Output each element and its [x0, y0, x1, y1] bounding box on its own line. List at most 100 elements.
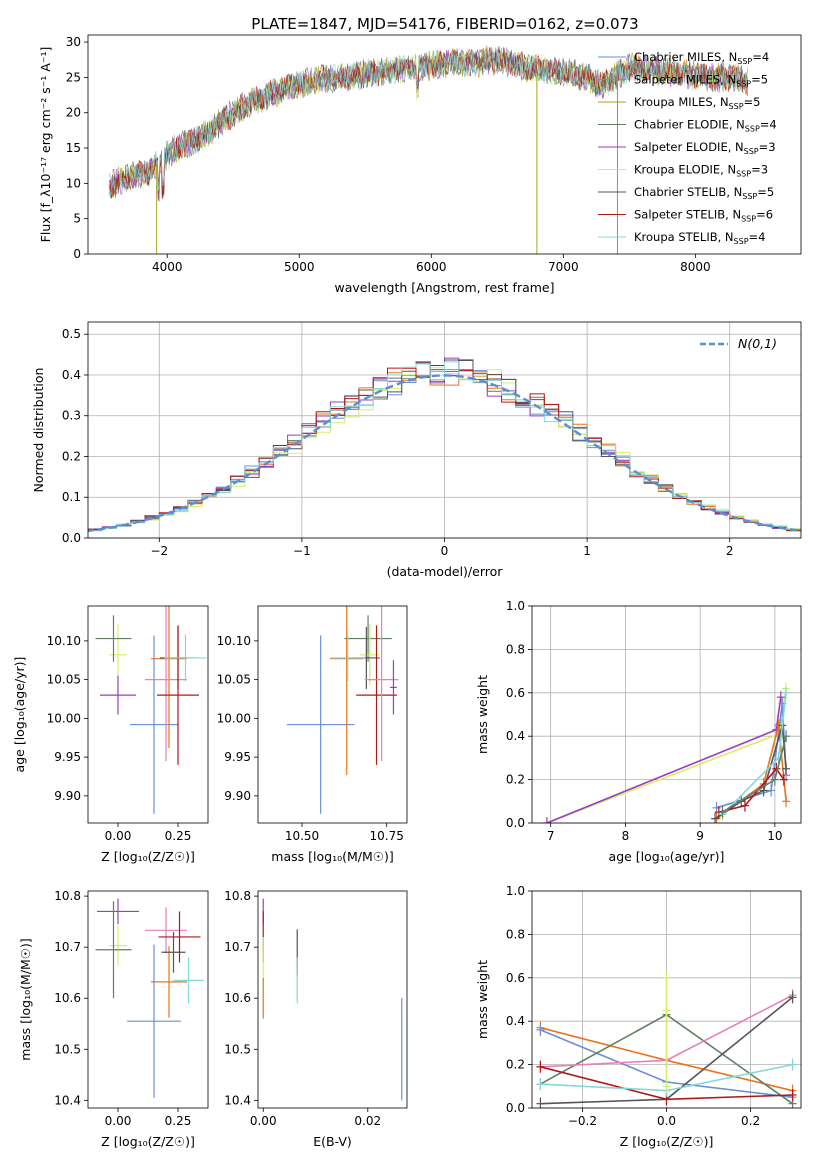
- x-tick-label: 1: [583, 544, 591, 558]
- axes-frame: [531, 890, 802, 1109]
- y-tick-label: 10.05: [47, 673, 81, 687]
- gaussian-curve: [88, 374, 801, 533]
- age_vs_Z-panel: 0.00 0.25 9.90 9.95 10.00 10.05 10.10 Z [log₁₀(…: [12, 605, 209, 864]
- legend-label-salpeter_miles: Salpeter MILES, NSSP=5: [634, 73, 768, 89]
- x-axis-label: E(B-V): [313, 1134, 352, 1149]
- legend-label-kroupa_stelib: Kroupa STELIB, NSSP=4: [634, 230, 765, 246]
- y-tick-label: 10.00: [47, 711, 81, 725]
- x-tick-label: 0: [441, 544, 449, 558]
- spectrum-panel: 4000 5000 6000 7000 8000 0 5 10 15 20 25 30 waveleng…: [38, 34, 802, 295]
- plot-area: [108, 45, 748, 254]
- y-tick-label: 10.6: [224, 991, 251, 1005]
- x-tick-label: 6000: [416, 260, 447, 274]
- x-axis-label: Z [log₁₀(Z/Z☉)]: [620, 1134, 714, 1149]
- x-tick-label: 7: [547, 829, 555, 843]
- grid-lines: [88, 322, 801, 539]
- x-tick-label: 0.25: [165, 1114, 192, 1128]
- legend-label-chabrier_elodie: Chabrier ELODIE, NSSP=4: [634, 118, 777, 134]
- residual_hist-panel: −2 −1 0 1 2 0.0 0.1 0.2 0.3 0.4 0.5 (data-model)/er…: [31, 321, 802, 579]
- y-tick-label: 9.90: [224, 789, 251, 803]
- mass_weight_vs_Z-panel: −0.2 0.0 0.2 0.0 0.2 0.4 0.6 0.8 1.0 Z [log₁₀(Z/Z…: [475, 884, 802, 1149]
- y-tick-label: 10.05: [217, 673, 251, 687]
- x-tick-label: 9: [696, 829, 704, 843]
- x-tick-label: −1: [293, 544, 311, 558]
- axes-frame: [257, 890, 408, 1109]
- x-tick-label: 7000: [548, 260, 579, 274]
- y-tick-label: 0.2: [506, 1058, 525, 1072]
- y-tick-label: 0.1: [62, 490, 81, 504]
- x-tick-label: 0.0: [657, 1114, 676, 1128]
- age_vs_mass-panel: 10.50 10.75 9.90 9.95 10.00 10.05 10.10 mass [l…: [217, 605, 408, 864]
- x-tick-label: 4000: [152, 260, 183, 274]
- y-tick-label: 0.6: [506, 686, 525, 700]
- y-tick-label: 0.6: [506, 971, 525, 985]
- y-tick-label: 10.4: [224, 1093, 251, 1107]
- x-tick-label: 8000: [680, 260, 711, 274]
- mass_weight_vs_age-panel: 7 8 9 10 0.0 0.2 0.4 0.6 0.8 1.0 age [log₁₀(age/yr…: [475, 599, 802, 864]
- y-tick-label: 0.2: [506, 773, 525, 787]
- mw-series-salpeter_stelib: [718, 767, 785, 813]
- y-tick-label: 15: [66, 141, 81, 155]
- y-tick-label: 10.4: [54, 1093, 81, 1107]
- mass_vs_ebv-panel: 0.00 0.02 10.4 10.5 10.6 10.7 10.8 E(B-V): [224, 889, 408, 1149]
- mass_vs_Z-panel: 0.00 0.25 10.4 10.5 10.6 10.7 10.8 Z [log₁₀(Z/Z…: [18, 889, 209, 1149]
- x-tick-label: −0.2: [568, 1114, 597, 1128]
- y-tick-label: 10.6: [54, 991, 81, 1005]
- y-tick-label: 0.0: [506, 1101, 525, 1115]
- legend-label-chabrier_stelib: Chabrier STELIB, NSSP=5: [634, 185, 774, 201]
- legend-label-chabrier_miles: Chabrier MILES, NSSP=4: [634, 50, 769, 66]
- x-axis-label: Z [log₁₀(Z/Z☉)]: [101, 1134, 195, 1149]
- y-tick-label: 0.2: [62, 449, 81, 463]
- y-tick-label: 0: [73, 247, 81, 261]
- axes-frame: [257, 605, 408, 824]
- y-tick-label: 25: [66, 70, 81, 84]
- legend-label-salpeter_elodie: Salpeter ELODIE, NSSP=3: [634, 140, 776, 156]
- x-tick-label: 0.02: [354, 1114, 381, 1128]
- y-tick-label: 0.4: [506, 729, 525, 743]
- x-axis-label: age [log₁₀(age/yr)]: [609, 849, 725, 864]
- legend-label-gaussian: N(0,1): [738, 336, 777, 351]
- x-tick-label: 10.75: [370, 829, 404, 843]
- figure-title: PLATE=1847, MJD=54176, FIBERID=0162, z=0…: [251, 15, 638, 33]
- x-axis-label: wavelength [Angstrom, rest frame]: [334, 280, 554, 295]
- x-tick-label: 0.00: [250, 1114, 277, 1128]
- y-axis-label: mass [log₁₀(M/M☉)]: [18, 938, 33, 1060]
- y-tick-label: 20: [66, 106, 81, 120]
- y-tick-label: 1.0: [506, 599, 525, 613]
- y-tick-label: 30: [66, 35, 81, 49]
- axes-frame: [87, 890, 209, 1109]
- y-tick-label: 0.8: [506, 642, 525, 656]
- x-axis-label: (data-model)/error: [387, 564, 504, 579]
- x-tick-label: 10.50: [285, 829, 319, 843]
- x-tick-label: 10: [767, 829, 782, 843]
- x-tick-label: 8: [622, 829, 630, 843]
- axes-frame: [87, 605, 209, 824]
- y-tick-label: 0.5: [62, 327, 81, 341]
- axes-frame: [531, 605, 802, 824]
- y-tick-label: 9.90: [54, 789, 81, 803]
- x-axis-label: Z [log₁₀(Z/Z☉)]: [101, 849, 195, 864]
- y-tick-label: 1.0: [506, 884, 525, 898]
- x-tick-label: 2: [726, 544, 734, 558]
- x-axis-label: mass [log₁₀(M/M☉)]: [271, 849, 393, 864]
- y-tick-label: 0.4: [62, 368, 81, 382]
- plot-area: [536, 971, 797, 1108]
- y-tick-label: 9.95: [224, 750, 251, 764]
- axes-frame: [87, 321, 802, 539]
- legend-label-salpeter_stelib: Salpeter STELIB, NSSP=6: [634, 208, 773, 224]
- y-tick-label: 10.5: [54, 1042, 81, 1056]
- spectrum-series-kroupa_stelib: [108, 48, 748, 197]
- y-tick-label: 9.95: [54, 750, 81, 764]
- y-tick-label: 0.0: [62, 531, 81, 545]
- plot-area: [542, 682, 791, 823]
- y-axis-label: mass weight: [475, 675, 490, 754]
- spectrum-series-salpeter_stelib: [108, 46, 748, 200]
- y-axis-label: mass weight: [475, 960, 490, 1039]
- y-tick-label: 0.4: [506, 1014, 525, 1028]
- y-tick-label: 0.0: [506, 816, 525, 830]
- y-tick-label: 10.7: [54, 940, 81, 954]
- y-tick-label: 10.8: [54, 889, 81, 903]
- plot-area: [88, 357, 801, 533]
- mw-series-kroupa_elodie: [546, 688, 787, 823]
